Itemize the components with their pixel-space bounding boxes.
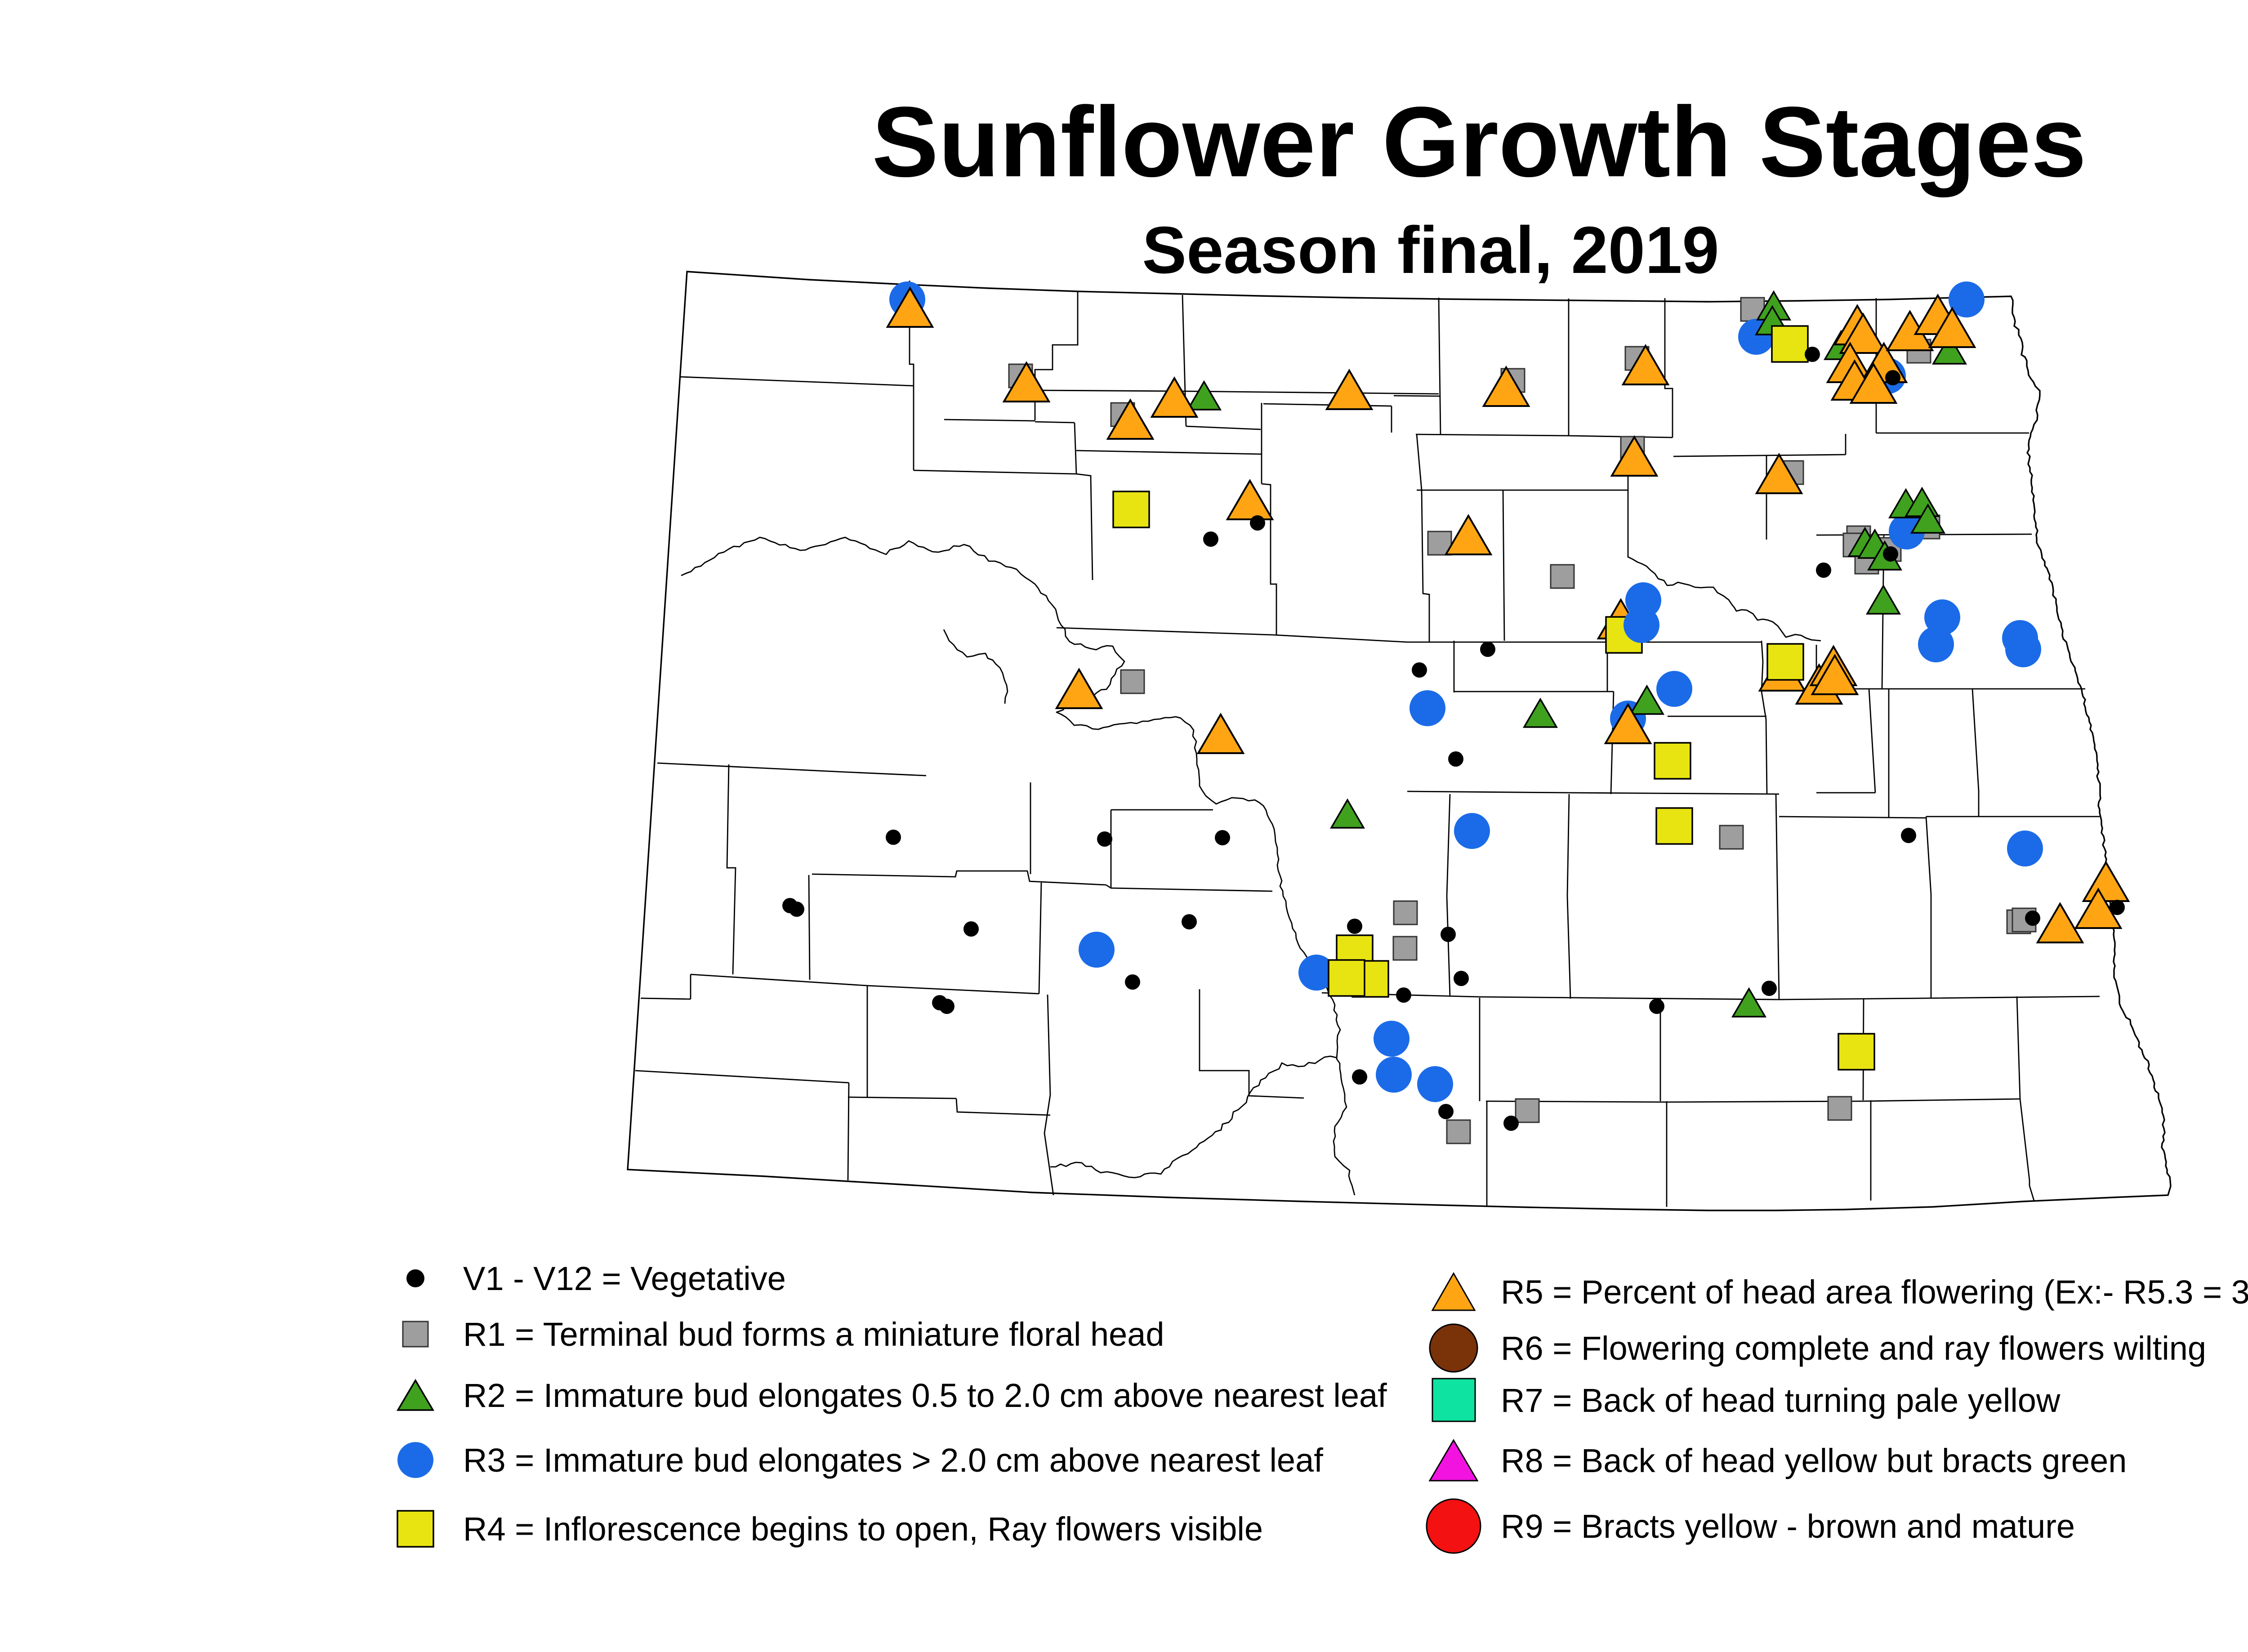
svg-text:R2 = Immature bud elongates 0.: R2 = Immature bud elongates 0.5 to 2.0 c…	[463, 1377, 1387, 1414]
svg-text:R9 = Bracts yellow - brown and: R9 = Bracts yellow - brown and mature	[1501, 1508, 2075, 1545]
svg-text:R1 = Terminal bud forms a mini: R1 = Terminal bud forms a miniature flor…	[463, 1316, 1164, 1353]
svg-text:Season final, 2019: Season final, 2019	[1142, 213, 1719, 287]
svg-text:R4 = Inflorescence begins to o: R4 = Inflorescence begins to open, Ray f…	[463, 1510, 1263, 1548]
svg-text:R7 = Back of head turning pale: R7 = Back of head turning pale yellow	[1501, 1382, 2061, 1419]
svg-text:R8 = Back of head yellow but b: R8 = Back of head yellow but bracts gree…	[1501, 1442, 2127, 1479]
svg-text:R5 = Percent of head area flow: R5 = Percent of head area flowering (Ex:…	[1501, 1273, 2248, 1311]
svg-text:V1 - V12 = Vegetative: V1 - V12 = Vegetative	[463, 1260, 786, 1297]
svg-text:R6 = Flowering complete and ra: R6 = Flowering complete and ray flowers …	[1501, 1330, 2206, 1367]
svg-text:R3 = Immature bud elongates >: R3 = Immature bud elongates > 2.0 cm abo…	[463, 1442, 1323, 1479]
svg-text:Sunflower Growth Stages: Sunflower Growth Stages	[872, 86, 2086, 198]
